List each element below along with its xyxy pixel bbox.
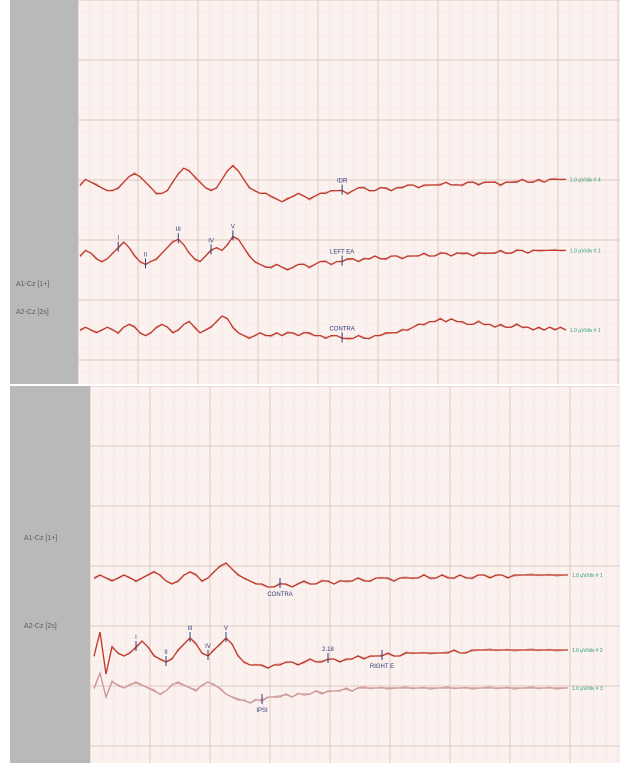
peak-label: IV: [205, 644, 211, 650]
peak-label: 2.18: [322, 647, 334, 653]
bottom-panel: CONTRA 1.0 µV/div # 1 I II III IV V 2.18 RIGHT E…: [0, 386, 620, 763]
peak-label: II: [144, 252, 148, 258]
peak-label: III: [176, 227, 181, 233]
trace-line: [93, 670, 568, 704]
trace-scale-label: 1.0 µV/div # 2: [572, 648, 603, 654]
trace-line: [79, 315, 567, 340]
peak-label: V: [231, 224, 235, 230]
trace-scale-label: 1.0 µV/div # 1: [570, 328, 601, 334]
peak-label: IPSI: [256, 708, 268, 714]
peak-label: LEFT EA: [330, 250, 354, 256]
peak-label: CONTRA: [267, 592, 292, 598]
peak-label: IV: [208, 238, 214, 244]
trace-line: [79, 164, 566, 203]
trace-scale-label: 1.0 µV/div # 4: [570, 177, 601, 183]
top-panel: IDR 1.0 µV/div # 4 I II III IV V LEFT EA 1.0 µV/…: [10, 0, 620, 386]
trace-line: [93, 631, 568, 675]
peak-label: II: [164, 650, 168, 656]
peak-label: I: [117, 236, 119, 242]
channel-label-top-1: A1-Cz [1+]: [16, 281, 50, 288]
channel-label-bottom-1: A1-Cz [1+]: [24, 535, 58, 542]
trace-replicate-line: [79, 166, 567, 202]
peak-label: IDR: [337, 179, 348, 185]
peak-label: I: [135, 635, 137, 641]
trace-line: [79, 235, 566, 271]
waveform-grid: CONTRA 1.0 µV/div # 1 I II III IV V 2.18 RIGHT E…: [89, 386, 620, 763]
grid: [77, 0, 620, 386]
channel-sidebar: [10, 0, 78, 386]
waveform-grid: IDR 1.0 µV/div # 4 I II III IV V LEFT EA 1.0 µV/…: [77, 0, 620, 386]
channel-sidebar: [10, 386, 90, 763]
peak-label: III: [187, 626, 192, 632]
channel-label-bottom-2: A2-Cz [2s]: [24, 623, 57, 630]
peak-label: CONTRA: [329, 326, 354, 332]
peak-label: RIGHT E: [370, 664, 394, 670]
trace-scale-label: 1.0 µV/div # 1: [570, 248, 601, 254]
trace-line: [93, 562, 568, 588]
peak-label: V: [224, 626, 228, 632]
channel-label-top-2: A2-Cz [2s]: [16, 309, 49, 316]
grid: [89, 386, 620, 763]
trace-scale-label: 1.0 µV/div # 1: [572, 573, 603, 579]
trace-scale-label: 1.0 µV/div # 3: [572, 686, 603, 692]
